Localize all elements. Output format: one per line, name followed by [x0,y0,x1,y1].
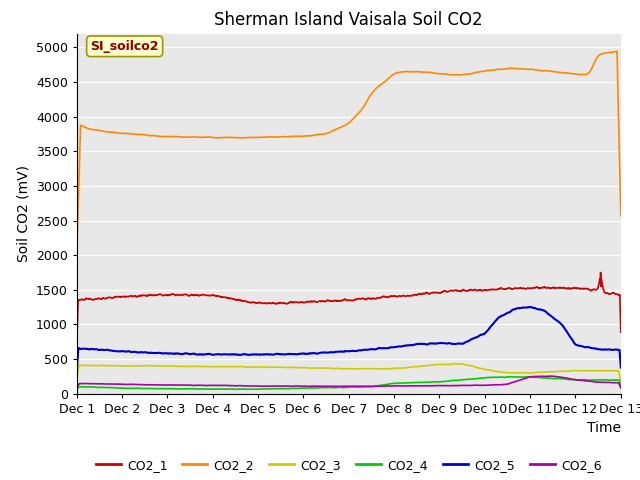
Legend: CO2_1, CO2_2, CO2_3, CO2_4, CO2_5, CO2_6: CO2_1, CO2_2, CO2_3, CO2_4, CO2_5, CO2_6 [91,454,607,477]
X-axis label: Time: Time [587,421,621,435]
Title: Sherman Island Vaisala Soil CO2: Sherman Island Vaisala Soil CO2 [214,11,483,29]
Y-axis label: Soil CO2 (mV): Soil CO2 (mV) [16,165,30,262]
Text: SI_soilco2: SI_soilco2 [90,40,159,53]
